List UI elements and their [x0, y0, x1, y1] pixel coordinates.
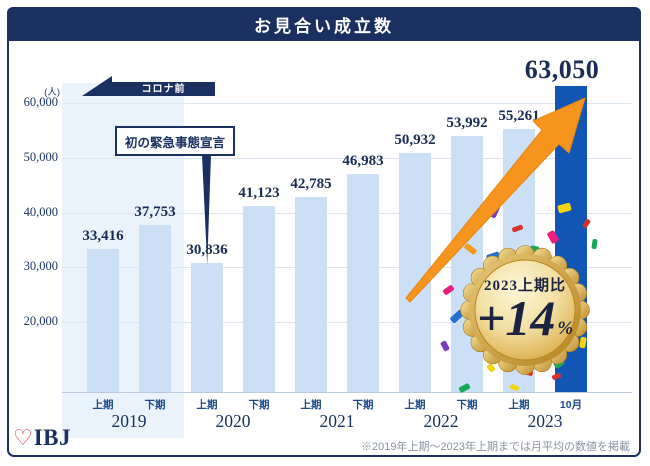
bar-value-label: 42,785 [290, 176, 332, 193]
page-title: お見合い成立数 [254, 16, 394, 36]
chart-bar [87, 248, 119, 392]
bar-value-label: 53,992 [446, 114, 488, 131]
title-bar: お見合い成立数 [7, 7, 641, 41]
x-axis-year-label: 2021 [319, 411, 355, 431]
badge-unit: % [557, 318, 574, 339]
y-axis-tick-label: 30,000 [23, 259, 58, 274]
bar-value-label: 46,983 [342, 153, 384, 170]
y-axis-tick-label: 20,000 [23, 314, 58, 328]
badge-value: +14 [476, 290, 556, 346]
y-axis-tick-label: 60,000 [23, 95, 58, 109]
y-axis-unit-label: (人) [44, 87, 60, 98]
x-axis-year-label: 2023 [527, 411, 563, 431]
ibj-logo: ♡ IBJ [13, 425, 71, 451]
logo-text: IBJ [33, 425, 72, 450]
x-axis-period-label: 10月 [559, 399, 583, 411]
bar-value-label: 41,123 [238, 185, 280, 202]
x-axis-period-label: 上期 [404, 399, 426, 411]
bar-value-label: 63,050 [524, 55, 600, 84]
gridline [62, 103, 632, 104]
gridline [62, 157, 632, 159]
badge-title: 2023上期比 [483, 278, 566, 294]
x-axis-line [62, 392, 632, 393]
bar-value-label: 50,932 [394, 131, 436, 148]
x-axis-year-label: 2020 [215, 411, 251, 431]
x-axis-year-label: 2019 [111, 411, 147, 431]
bar-value-label: 33,416 [82, 227, 124, 244]
bar-value-label: 37,753 [134, 203, 176, 220]
y-axis-tick-label: 40,000 [23, 204, 58, 219]
x-axis-year-label: 2022 [423, 411, 459, 431]
x-axis-period-label: 上期 [92, 399, 114, 411]
medal-rosette [460, 245, 590, 375]
badge-medal: 2023上期比 +14 % [455, 240, 595, 380]
x-axis-period-label: 上期 [300, 399, 322, 411]
emergency-callout-pointer [202, 155, 211, 265]
chart-bar [347, 174, 379, 392]
footnote: ※2019年上期〜2023年上期までは月平均の数値を掲載 [361, 441, 630, 453]
chart-bar [399, 152, 431, 392]
bar-value-label: 55,261 [498, 107, 540, 124]
emergency-callout: 初の緊急事態宣言 [115, 126, 235, 156]
badge-value-row: +14 % [455, 286, 595, 346]
x-axis-period-label: 下期 [456, 399, 478, 411]
x-axis-period-label: 下期 [248, 399, 270, 411]
y-axis-tick-label: 50,000 [23, 149, 58, 164]
pre-corona-banner-label: コロナ前 [141, 84, 186, 95]
x-axis-period-label: 下期 [352, 399, 374, 411]
chart-bar [139, 224, 171, 392]
chart-bar [243, 206, 275, 392]
pre-corona-banner-shape [82, 76, 215, 96]
chart-bar [295, 197, 327, 392]
chart-bar [191, 262, 223, 392]
x-axis-period-label: 上期 [508, 399, 530, 411]
heart-icon: ♡ [13, 425, 33, 450]
x-axis-period-label: 上期 [196, 399, 218, 411]
x-axis-period-label: 下期 [144, 399, 166, 411]
